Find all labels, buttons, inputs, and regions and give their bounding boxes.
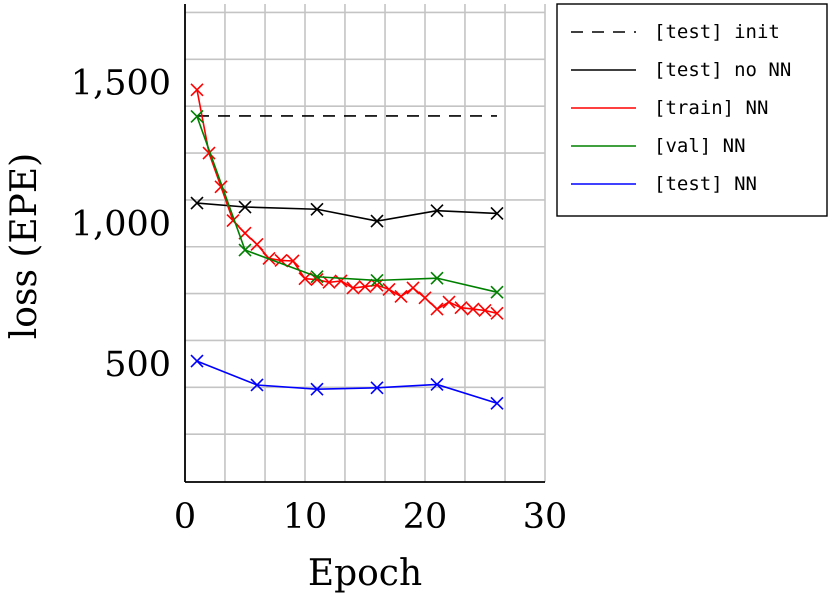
data-point: [490, 306, 504, 320]
data-point: [190, 83, 204, 97]
legend: [test] init [test] no NN [train] NN [val] N…: [556, 3, 828, 217]
x-tick-label: 10: [283, 497, 328, 537]
y-axis-title: loss (EPE): [4, 153, 45, 339]
series-3: [190, 109, 504, 299]
data-point: [190, 109, 204, 124]
tick-labels: 0 10 20 30 500 1,000 1,500: [71, 64, 567, 537]
series-line: [196, 116, 498, 293]
legend-label: [test] no NN: [654, 59, 791, 81]
data-point: [370, 381, 384, 395]
x-tick-label: 20: [403, 497, 448, 537]
data-point: [250, 237, 264, 251]
data-point: [466, 302, 480, 316]
series-4: [190, 354, 504, 410]
data-point: [238, 243, 252, 257]
data-point: [238, 200, 252, 214]
data-point: [370, 273, 384, 287]
series-line: [196, 360, 498, 405]
legend-label: [test] NN: [654, 173, 757, 195]
data-point: [190, 196, 204, 210]
x-axis-title: Epoch: [308, 553, 422, 594]
data-point: [430, 271, 444, 285]
data-point: [310, 382, 324, 396]
data-point: [430, 377, 444, 391]
data-point: [334, 274, 348, 288]
legend-label: [test] init: [654, 21, 780, 43]
series-line: [196, 89, 498, 315]
data-point: [418, 291, 432, 305]
y-tick-label: 500: [104, 345, 171, 385]
data-point: [370, 214, 384, 228]
data-point: [394, 289, 408, 303]
data-point: [226, 213, 240, 228]
data-point: [250, 378, 264, 392]
data-point: [202, 146, 216, 160]
data-point: [442, 295, 456, 309]
x-tick-label: 30: [523, 497, 568, 537]
data-point: [490, 206, 504, 221]
series-1: [190, 196, 504, 228]
data-point: [490, 285, 504, 299]
data-point: [370, 278, 384, 292]
series-2: [190, 83, 504, 320]
data-point: [478, 303, 492, 318]
y-tick-label: 1,000: [71, 204, 171, 244]
data-point: [190, 354, 204, 368]
data-point: [490, 396, 504, 410]
x-tick-label: 0: [174, 497, 196, 537]
data-point: [406, 281, 420, 295]
grid: [185, 4, 546, 482]
data-point: [430, 302, 444, 316]
data-point: [346, 281, 360, 295]
data-point: [430, 204, 444, 218]
legend-label: [val] NN: [654, 135, 746, 157]
y-tick-label: 1,500: [71, 64, 171, 104]
data-point: [310, 202, 324, 216]
series-line: [196, 202, 498, 222]
data-point: [382, 282, 396, 296]
data-point: [358, 280, 372, 294]
data-point: [286, 254, 300, 268]
legend-box: [556, 3, 828, 217]
data-point: [310, 270, 324, 284]
data-point: [454, 301, 468, 315]
legend-label: [train] NN: [654, 97, 768, 119]
series-layer: [190, 83, 504, 410]
data-point: [298, 272, 312, 286]
data-point: [214, 180, 228, 194]
axes: [184, 4, 545, 483]
